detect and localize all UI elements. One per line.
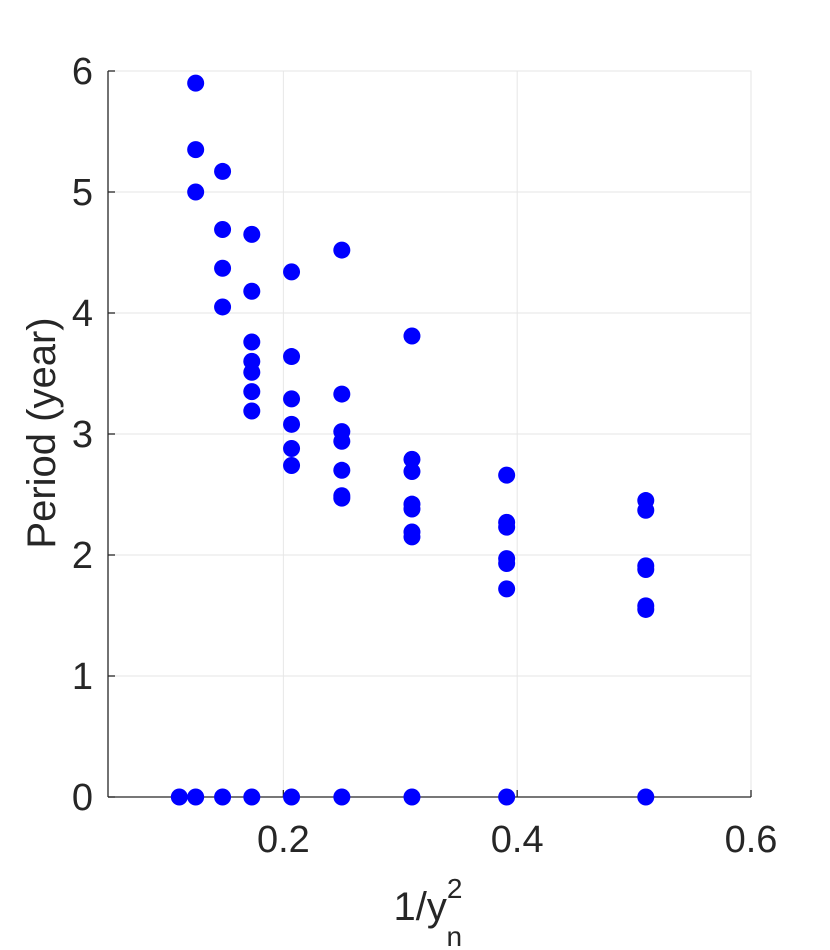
data-point [333,241,351,259]
data-point [170,788,188,806]
y-tick-label: 2 [72,535,93,577]
data-point [637,501,655,519]
data-point [214,259,232,277]
data-point [243,788,261,806]
y-tick-label: 5 [72,172,93,214]
data-point [637,561,655,579]
data-point [403,450,421,468]
data-point [403,500,421,518]
data-point [498,466,516,484]
data-point [283,263,301,281]
data-point [243,402,261,420]
data-point [243,225,261,243]
x-tick-labels: 0.2 0.4 0.6 [257,819,777,861]
x-tick-label: 0.2 [257,819,310,861]
y-tick-label: 3 [72,414,93,456]
data-point [187,74,205,92]
data-point [214,221,232,239]
data-point [283,440,301,458]
data-point [333,788,351,806]
data-point [333,385,351,403]
data-point [498,518,516,536]
data-point [498,554,516,572]
y-tick-labels: 0 1 2 3 4 5 6 [72,51,93,819]
y-tick-label: 6 [72,51,93,93]
data-point [187,183,205,201]
data-point [333,489,351,507]
data-point [403,327,421,345]
data-point [243,282,261,300]
data-point [498,788,516,806]
data-point [187,141,205,159]
y-tick-label: 0 [72,777,93,819]
data-point [333,432,351,450]
x-tick-label: 0.4 [491,819,544,861]
x-tick-label: 0.6 [725,819,778,861]
y-axis-label: Period (year) [20,317,64,548]
data-point [214,162,232,180]
grid-lines [107,70,752,798]
data-point [243,333,261,351]
data-point [637,600,655,618]
y-tick-label: 1 [72,656,93,698]
data-point [187,788,205,806]
y-tick-label: 4 [72,293,93,335]
data-point [283,415,301,433]
data-point [498,580,516,598]
data-points [170,74,655,806]
data-point [637,788,655,806]
data-point [283,348,301,366]
data-point [333,461,351,479]
data-point [243,363,261,381]
data-point [243,383,261,401]
x-axis-label: 1/y2 n [394,873,463,950]
data-point [283,788,301,806]
data-point [403,528,421,546]
data-point [214,788,232,806]
data-point [403,463,421,481]
data-point [283,390,301,408]
data-point [214,298,232,316]
data-point [283,456,301,474]
data-point [403,788,421,806]
